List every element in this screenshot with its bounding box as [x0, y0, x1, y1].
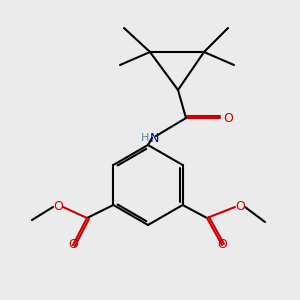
Text: O: O: [223, 112, 233, 124]
Text: O: O: [53, 200, 63, 214]
Text: H: H: [141, 133, 149, 143]
Text: O: O: [235, 200, 245, 214]
Text: O: O: [217, 238, 227, 251]
Text: N: N: [149, 131, 159, 145]
Text: O: O: [68, 238, 78, 251]
